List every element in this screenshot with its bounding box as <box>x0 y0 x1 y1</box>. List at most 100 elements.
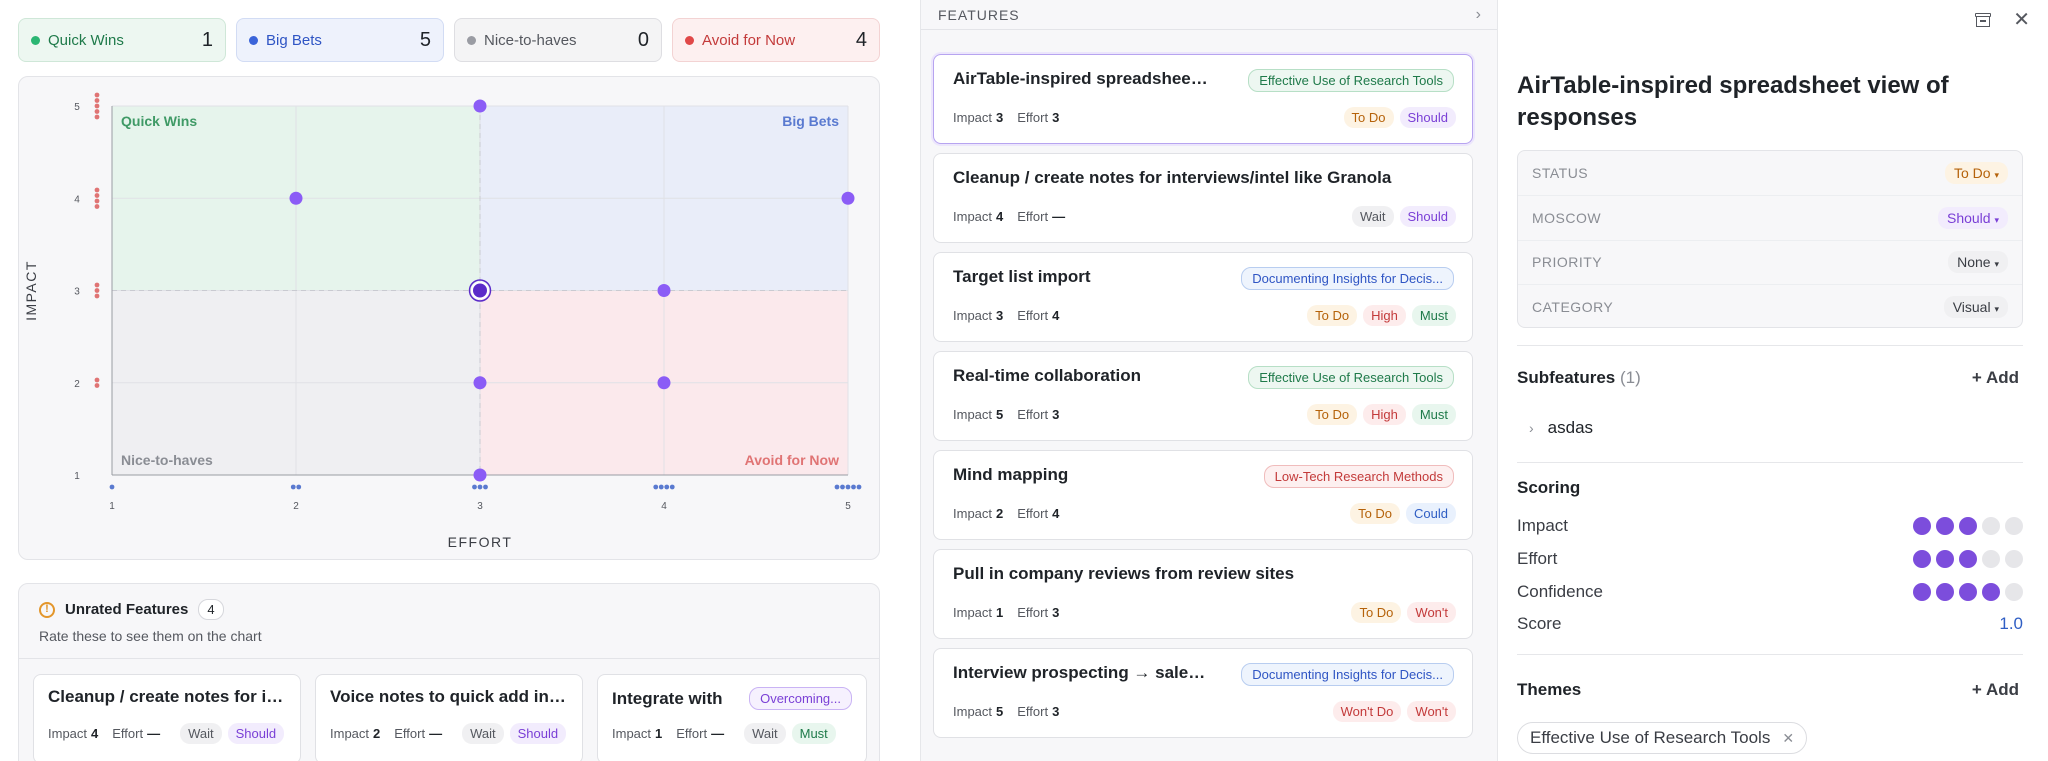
rating-dot[interactable] <box>1913 550 1931 568</box>
property-dropdown[interactable]: Should ▾ <box>1937 206 2008 229</box>
unrated-title: Unrated Features <box>65 601 189 618</box>
rating-dots[interactable] <box>1913 550 2023 568</box>
rating-dot[interactable] <box>1936 550 1954 568</box>
unrated-feature-card[interactable]: Integrate with Overcoming... Impact 1 Effort… <box>597 674 867 761</box>
rating-dot[interactable] <box>2005 550 2023 568</box>
rating-dot[interactable] <box>1959 517 1977 535</box>
property-dropdown[interactable]: None ▾ <box>1948 251 2008 273</box>
feature-card[interactable]: Mind mapping Low-Tech Research Methods Imp… <box>933 450 1473 540</box>
rating-dot[interactable] <box>1959 550 1977 568</box>
subfeature-label: asdas <box>1547 418 1594 437</box>
theme-chip[interactable]: Effective Use of Research Tools ✕ <box>1517 722 1808 754</box>
feature-card[interactable]: AirTable-inspired spreadsheet view of re… <box>933 54 1473 144</box>
add-theme-button[interactable]: + Add <box>1971 680 2019 699</box>
property-dropdown[interactable]: Visual ▾ <box>1943 296 2008 318</box>
rating-dots[interactable] <box>1913 583 2023 601</box>
todo-tag: To Do <box>1307 404 1358 425</box>
y-marginal-dot <box>94 193 100 198</box>
detail-toolbar: ✕ <box>1975 10 2030 30</box>
theme-chip-label: Effective Use of Research Tools <box>1530 728 1771 747</box>
effort-label: Effort <box>1017 209 1049 224</box>
quadrant-count: 1 <box>201 28 213 51</box>
subfeatures-title: Subfeatures (1) <box>1517 368 1641 387</box>
rating-dot[interactable] <box>1936 583 1954 601</box>
x-tick-label: 3 <box>477 501 483 512</box>
data-point[interactable] <box>473 468 487 482</box>
feature-meta: Impact 4 Effort — Wait Should <box>953 206 1456 227</box>
rating-dot[interactable] <box>1936 517 1954 535</box>
subfeature-item[interactable]: › asdas <box>1529 418 1593 438</box>
impact-value: 1 <box>996 605 1004 620</box>
feature-card[interactable]: Real-time collaboration Effective Use of … <box>933 351 1473 441</box>
property-row-priority: PRIORITY None ▾ <box>1518 240 2022 285</box>
impact-value: 3 <box>996 308 1004 323</box>
quadrant-dot <box>467 35 476 45</box>
property-dropdown[interactable]: To Do ▾ <box>1945 162 2008 184</box>
theme-tag: Overcoming... <box>749 687 852 710</box>
effort-label: Effort <box>1017 407 1049 422</box>
y-tick-label: 3 <box>74 287 80 298</box>
feature-title: Pull in company reviews from review site… <box>953 564 1295 583</box>
x-marginal-dot <box>653 484 659 490</box>
rating-dot[interactable] <box>1913 517 1931 535</box>
unrated-feature-card[interactable]: Cleanup / create notes for interviews/in… <box>33 674 301 761</box>
score-row: Score 1.0 <box>1517 612 2023 636</box>
y-axis-label: IMPACT <box>23 260 39 321</box>
rating-dot[interactable] <box>1982 583 2000 601</box>
feature-title: Real-time collaboration <box>953 366 1141 385</box>
features-list-panel: FEATURES › AirTable-inspired spreadsheet… <box>920 0 1498 761</box>
close-icon[interactable]: ✕ <box>2013 9 2030 31</box>
chevron-down-icon: ▾ <box>1994 170 1999 180</box>
feature-meta: Impact 4 Effort — Wait Should <box>48 723 290 744</box>
chevron-right-icon[interactable]: › <box>1529 420 1534 436</box>
feature-meta: Impact 5 Effort 3 To Do High Must <box>953 404 1456 425</box>
rating-dots[interactable] <box>1913 517 2023 535</box>
impact-effort-chart: Quick Wins Big Bets Nice-to-haves Avoid for… <box>18 76 880 560</box>
status-tag: Wait <box>462 723 504 744</box>
archive-icon[interactable] <box>1975 13 1992 27</box>
wait-tag: Wait <box>1351 206 1394 227</box>
quadrant-card-nice-to-haves[interactable]: Nice-to-haves 0 <box>454 18 662 62</box>
x-marginal-dot <box>840 484 845 490</box>
add-subfeature-button[interactable]: + Add <box>1971 368 2019 387</box>
feature-card[interactable]: Cleanup / create notes for interviews/in… <box>933 153 1473 243</box>
wont-tag: Won't <box>1407 602 1456 623</box>
effort-label: Effort <box>1017 704 1049 719</box>
feature-card[interactable]: Target list import Documenting Insights f… <box>933 252 1473 342</box>
impact-label: Impact <box>953 407 993 422</box>
quadrant-card-avoid-for-now[interactable]: Avoid for Now 4 <box>672 18 880 62</box>
wont-tag: Won't <box>1407 701 1456 722</box>
quadrant-count: 0 <box>637 28 649 51</box>
rating-dot[interactable] <box>1959 583 1977 601</box>
rating-dot[interactable] <box>1982 550 2000 568</box>
data-point[interactable] <box>657 284 671 297</box>
feature-card[interactable]: Interview prospecting → sales pipeline Do… <box>933 648 1473 738</box>
rating-dot[interactable] <box>2005 583 2023 601</box>
unrated-feature-card[interactable]: Voice notes to quick add interview insig… <box>315 674 583 761</box>
quadrant-card-big-bets[interactable]: Big Bets 5 <box>236 18 444 62</box>
remove-theme-icon[interactable]: ✕ <box>1782 729 1795 746</box>
chevron-right-icon[interactable]: › <box>1475 5 1481 23</box>
rating-dot[interactable] <box>1982 517 2000 535</box>
data-point[interactable] <box>657 376 671 390</box>
x-tick-label: 2 <box>293 501 299 512</box>
y-marginal-dot <box>94 114 100 120</box>
x-tick-label: 4 <box>661 501 667 512</box>
score-label: Confidence <box>1517 582 1604 601</box>
score-row-impact: Impact <box>1517 514 2023 538</box>
unrated-header: ! Unrated Features 4 <box>39 599 224 620</box>
data-point[interactable] <box>289 191 303 205</box>
data-point[interactable] <box>841 191 855 205</box>
selected-data-point[interactable] <box>471 281 489 300</box>
feature-meta: Impact 3 Effort 3 To Do Should <box>953 107 1456 128</box>
property-row-status: STATUS To Do ▾ <box>1518 151 2022 196</box>
x-marginal-dot <box>483 484 488 490</box>
data-point[interactable] <box>473 99 487 113</box>
quadrant-card-quick-wins[interactable]: Quick Wins 1 <box>18 18 226 62</box>
rating-dot[interactable] <box>2005 517 2023 535</box>
rating-dot[interactable] <box>1913 583 1931 601</box>
feature-card[interactable]: Pull in company reviews from review site… <box>933 549 1473 639</box>
data-point[interactable] <box>473 376 487 390</box>
detail-title[interactable]: AirTable-inspired spreadsheet view of re… <box>1517 72 1949 131</box>
y-marginal-dot <box>94 204 100 209</box>
